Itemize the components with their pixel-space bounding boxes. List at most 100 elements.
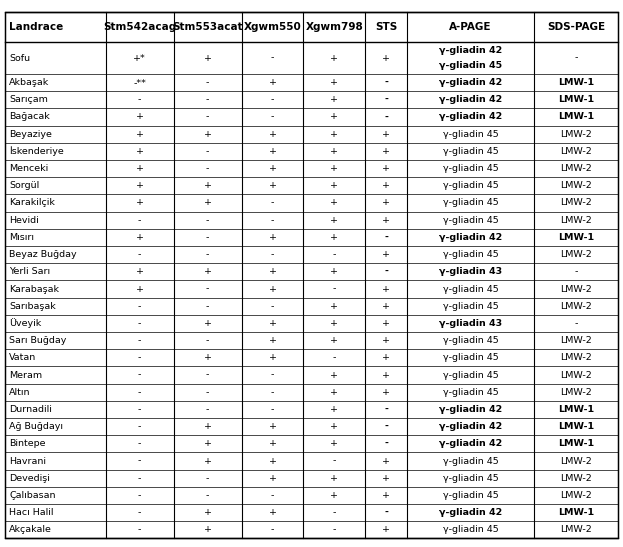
Text: -: - [206, 284, 209, 294]
Text: LMW-2: LMW-2 [560, 216, 592, 225]
Text: -: - [271, 54, 274, 62]
Text: γ-gliadin 42: γ-gliadin 42 [439, 113, 502, 121]
Text: LMW-2: LMW-2 [560, 302, 592, 311]
Text: γ-gliadin 42: γ-gliadin 42 [439, 233, 502, 242]
Text: +: + [330, 422, 338, 431]
Text: -: - [206, 216, 209, 225]
Text: -: - [574, 319, 578, 328]
Text: Mısırı: Mısırı [9, 233, 34, 242]
Text: +: + [136, 113, 143, 121]
Text: γ-gliadin 45: γ-gliadin 45 [442, 147, 498, 156]
Text: LMW-1: LMW-1 [558, 113, 594, 121]
Text: +: + [330, 370, 338, 380]
Text: +: + [136, 147, 143, 156]
Text: +: + [269, 147, 277, 156]
Text: Beyaziye: Beyaziye [9, 130, 52, 139]
Text: -: - [206, 147, 209, 156]
Text: LMW-1: LMW-1 [558, 508, 594, 517]
Text: +: + [136, 284, 143, 294]
Text: +: + [382, 336, 390, 345]
Text: Sarı Buğday: Sarı Buğday [9, 336, 67, 345]
Text: +: + [269, 474, 277, 482]
Text: +: + [269, 181, 277, 190]
Text: Devedişi: Devedişi [9, 474, 50, 482]
Text: -: - [138, 95, 141, 104]
Text: Akçakale: Akçakale [9, 525, 52, 534]
Text: LMW-2: LMW-2 [560, 147, 592, 156]
Text: LMW-2: LMW-2 [560, 388, 592, 397]
Text: -: - [138, 491, 141, 500]
Text: +: + [382, 130, 390, 139]
Text: +: + [269, 130, 277, 139]
Text: Karakilçik: Karakilçik [9, 199, 55, 207]
Text: +: + [382, 216, 390, 225]
Text: γ-gliadin 45: γ-gliadin 45 [442, 164, 498, 173]
Text: γ-gliadin 45: γ-gliadin 45 [442, 525, 498, 534]
Text: +: + [382, 250, 390, 259]
Text: +: + [382, 353, 390, 362]
Text: -: - [271, 388, 274, 397]
Text: -: - [333, 457, 336, 465]
Text: Hacı Halil: Hacı Halil [9, 508, 54, 517]
Text: +: + [382, 319, 390, 328]
Text: +: + [204, 319, 212, 328]
Text: γ-gliadin 45: γ-gliadin 45 [442, 250, 498, 259]
Text: -: - [384, 95, 388, 104]
Text: +: + [136, 233, 143, 242]
Text: γ-gliadin 42: γ-gliadin 42 [439, 78, 502, 87]
Text: -: - [138, 302, 141, 311]
Text: -: - [206, 95, 209, 104]
Text: γ-gliadin 43: γ-gliadin 43 [439, 319, 502, 328]
Text: γ-gliadin 45: γ-gliadin 45 [442, 353, 498, 362]
Text: +: + [330, 78, 338, 87]
Text: +: + [330, 233, 338, 242]
Text: -: - [333, 353, 336, 362]
Text: -: - [333, 284, 336, 294]
Text: LMW-2: LMW-2 [560, 336, 592, 345]
Text: +: + [136, 181, 143, 190]
Text: LMW-2: LMW-2 [560, 457, 592, 465]
Text: LMW-2: LMW-2 [560, 130, 592, 139]
Text: +: + [204, 267, 212, 276]
Text: +: + [269, 164, 277, 173]
Text: +: + [204, 199, 212, 207]
Text: Beyaz Buğday: Beyaz Buğday [9, 250, 77, 259]
Text: +: + [330, 474, 338, 482]
Text: Vatan: Vatan [9, 353, 36, 362]
Text: -: - [206, 491, 209, 500]
Text: -: - [206, 370, 209, 380]
Text: LMW-1: LMW-1 [558, 422, 594, 431]
Text: Landrace: Landrace [9, 22, 64, 32]
Text: -: - [138, 525, 141, 534]
Text: LMW-2: LMW-2 [560, 164, 592, 173]
Text: -: - [271, 216, 274, 225]
Text: +: + [204, 525, 212, 534]
Text: +: + [330, 491, 338, 500]
Text: Meram: Meram [9, 370, 42, 380]
Text: γ-gliadin 45: γ-gliadin 45 [442, 457, 498, 465]
Text: Hevidi: Hevidi [9, 216, 39, 225]
Text: +: + [269, 233, 277, 242]
Text: -: - [138, 457, 141, 465]
Text: İskenderiye: İskenderiye [9, 147, 64, 156]
Text: +: + [269, 353, 277, 362]
Text: -: - [271, 95, 274, 104]
Text: +*: +* [133, 54, 146, 62]
Text: -: - [138, 474, 141, 482]
Text: -: - [384, 508, 388, 517]
Text: LMW-2: LMW-2 [560, 199, 592, 207]
Text: -: - [206, 302, 209, 311]
Text: -: - [384, 422, 388, 431]
Text: +: + [269, 457, 277, 465]
Text: +: + [204, 508, 212, 517]
Text: -: - [138, 370, 141, 380]
Text: -: - [206, 78, 209, 87]
Text: γ-gliadin 42: γ-gliadin 42 [439, 95, 502, 104]
Text: +: + [136, 164, 143, 173]
Text: +: + [204, 422, 212, 431]
Text: γ-gliadin 45: γ-gliadin 45 [442, 216, 498, 225]
Text: +: + [330, 130, 338, 139]
Text: +: + [330, 164, 338, 173]
Text: γ-gliadin 45: γ-gliadin 45 [442, 181, 498, 190]
Text: -: - [138, 250, 141, 259]
